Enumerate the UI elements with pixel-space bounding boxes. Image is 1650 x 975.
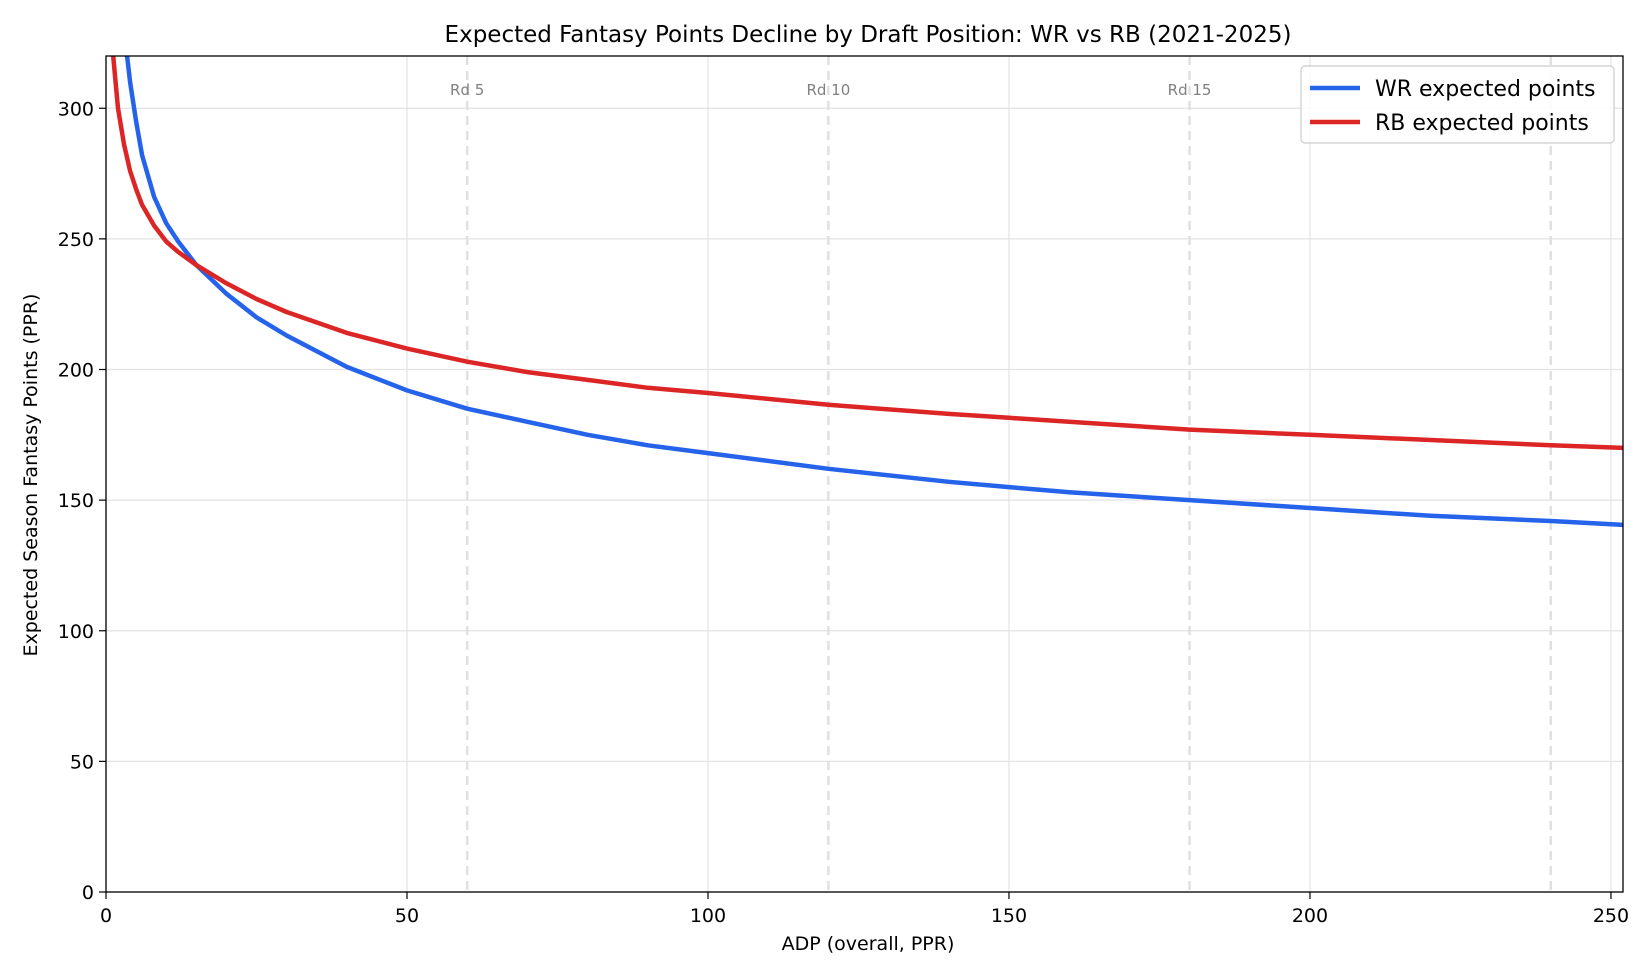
x-tick-label: 0 [100,905,112,927]
x-tick-label: 200 [1292,905,1328,927]
y-tick-label: 200 [58,360,94,382]
x-axis-ticks: 0 50 100 150 200 250 [100,892,1629,927]
round-marker-label: Rd 10 [806,81,850,99]
y-tick-label: 50 [70,751,94,773]
y-axis-label: Expected Season Fantasy Points (PPR) [20,294,42,657]
legend-label: WR expected points [1375,77,1595,102]
legend-label: RB expected points [1375,111,1589,136]
legend-box [1300,65,1615,144]
round-markers: Rd 5 Rd 10 Rd 15 [450,56,1553,892]
chart-title: Expected Fantasy Points Decline by Draft… [445,22,1292,48]
plot-frame [105,55,1624,893]
y-tick-label: 150 [58,490,94,512]
y-tick-label: 250 [58,229,94,251]
round-marker-label: Rd 5 [450,81,484,99]
series-line-rb [110,55,1624,451]
series-line-wr [124,55,1624,528]
legend: WR expected points RB expected points [1300,65,1615,144]
x-axis-label: ADP (overall, PPR) [782,933,955,955]
x-tick-label: 50 [395,905,419,927]
x-tick-label: 250 [1593,905,1629,927]
round-marker-label: Rd 15 [1168,81,1212,99]
y-tick-label: 0 [82,882,94,904]
x-tick-label: 100 [690,905,726,927]
y-tick-label: 100 [58,621,94,643]
y-axis-ticks: 0 50 100 150 200 250 300 [58,98,106,904]
y-tick-label: 300 [58,98,94,120]
series-lines [110,55,1624,528]
x-tick-label: 150 [991,905,1027,927]
